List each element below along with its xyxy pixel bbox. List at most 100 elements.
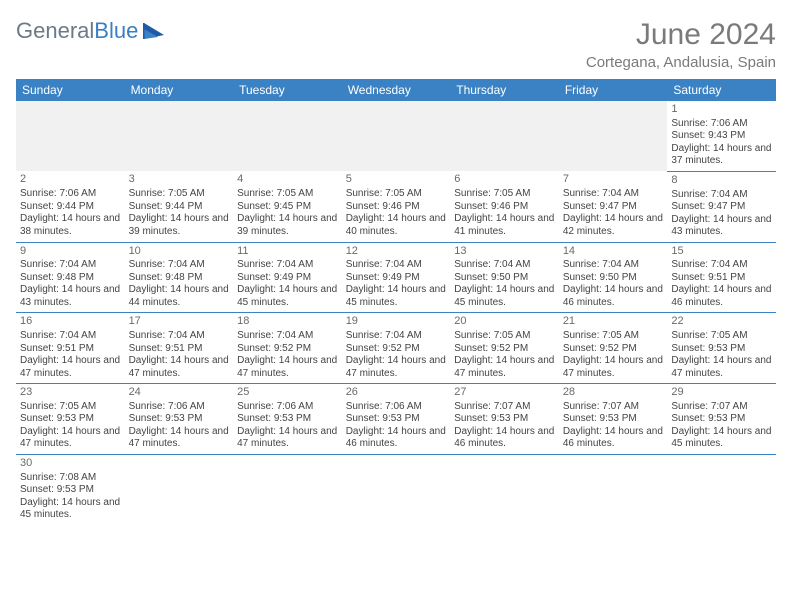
sunset-line: Sunset: 9:53 PM xyxy=(346,413,447,426)
sunrise-line: Sunrise: 7:07 AM xyxy=(671,401,772,414)
calendar-cell xyxy=(342,454,451,524)
sunrise-line: Sunrise: 7:05 AM xyxy=(454,330,555,343)
calendar-cell: 15Sunrise: 7:04 AMSunset: 9:51 PMDayligh… xyxy=(667,242,776,313)
sunset-line: Sunset: 9:52 PM xyxy=(454,343,555,356)
calendar-cell xyxy=(16,101,125,171)
calendar-cell: 23Sunrise: 7:05 AMSunset: 9:53 PMDayligh… xyxy=(16,384,125,455)
calendar-cell xyxy=(450,101,559,171)
brand-logo: GeneralBlue xyxy=(16,18,170,44)
sunrise-line: Sunrise: 7:04 AM xyxy=(671,259,772,272)
sunset-line: Sunset: 9:49 PM xyxy=(346,272,447,285)
calendar-cell: 20Sunrise: 7:05 AMSunset: 9:52 PMDayligh… xyxy=(450,313,559,384)
daylight-line: Daylight: 14 hours and 46 minutes. xyxy=(454,426,555,451)
calendar-cell: 19Sunrise: 7:04 AMSunset: 9:52 PMDayligh… xyxy=(342,313,451,384)
day-number: 7 xyxy=(563,173,664,187)
sunset-line: Sunset: 9:47 PM xyxy=(563,201,664,214)
day-number: 27 xyxy=(454,386,555,400)
sunset-line: Sunset: 9:51 PM xyxy=(20,343,121,356)
day-header: Friday xyxy=(559,79,668,101)
daylight-line: Daylight: 14 hours and 47 minutes. xyxy=(346,355,447,380)
sunrise-line: Sunrise: 7:04 AM xyxy=(237,330,338,343)
sunrise-line: Sunrise: 7:08 AM xyxy=(20,472,121,485)
day-number: 14 xyxy=(563,245,664,259)
calendar-cell: 27Sunrise: 7:07 AMSunset: 9:53 PMDayligh… xyxy=(450,384,559,455)
day-number: 8 xyxy=(671,174,772,188)
daylight-line: Daylight: 14 hours and 47 minutes. xyxy=(563,355,664,380)
day-number: 6 xyxy=(454,173,555,187)
daylight-line: Daylight: 14 hours and 46 minutes. xyxy=(563,426,664,451)
sunset-line: Sunset: 9:53 PM xyxy=(563,413,664,426)
calendar-cell: 4Sunrise: 7:05 AMSunset: 9:45 PMDaylight… xyxy=(233,171,342,242)
sunset-line: Sunset: 9:45 PM xyxy=(237,201,338,214)
calendar-cell: 25Sunrise: 7:06 AMSunset: 9:53 PMDayligh… xyxy=(233,384,342,455)
sunrise-line: Sunrise: 7:05 AM xyxy=(563,330,664,343)
sunrise-line: Sunrise: 7:04 AM xyxy=(346,330,447,343)
sunset-line: Sunset: 9:47 PM xyxy=(671,201,772,214)
header: GeneralBlue June 2024 Cortegana, Andalus… xyxy=(16,18,776,71)
day-number: 5 xyxy=(346,173,447,187)
daylight-line: Daylight: 14 hours and 45 minutes. xyxy=(671,426,772,451)
sunset-line: Sunset: 9:48 PM xyxy=(20,272,121,285)
day-number: 30 xyxy=(20,457,121,471)
sunset-line: Sunset: 9:52 PM xyxy=(346,343,447,356)
day-number: 18 xyxy=(237,315,338,329)
calendar-cell: 18Sunrise: 7:04 AMSunset: 9:52 PMDayligh… xyxy=(233,313,342,384)
calendar-cell: 26Sunrise: 7:06 AMSunset: 9:53 PMDayligh… xyxy=(342,384,451,455)
sunrise-line: Sunrise: 7:07 AM xyxy=(454,401,555,414)
sunset-line: Sunset: 9:44 PM xyxy=(129,201,230,214)
daylight-line: Daylight: 14 hours and 40 minutes. xyxy=(346,213,447,238)
sunset-line: Sunset: 9:46 PM xyxy=(454,201,555,214)
sunset-line: Sunset: 9:46 PM xyxy=(346,201,447,214)
calendar-cell xyxy=(233,101,342,171)
sunset-line: Sunset: 9:53 PM xyxy=(20,413,121,426)
calendar-cell xyxy=(342,101,451,171)
calendar-cell xyxy=(450,454,559,524)
sunset-line: Sunset: 9:48 PM xyxy=(129,272,230,285)
calendar-cell: 10Sunrise: 7:04 AMSunset: 9:48 PMDayligh… xyxy=(125,242,234,313)
sunrise-line: Sunrise: 7:06 AM xyxy=(671,118,772,131)
sunrise-line: Sunrise: 7:05 AM xyxy=(20,401,121,414)
daylight-line: Daylight: 14 hours and 38 minutes. xyxy=(20,213,121,238)
calendar-cell: 24Sunrise: 7:06 AMSunset: 9:53 PMDayligh… xyxy=(125,384,234,455)
calendar-cell: 29Sunrise: 7:07 AMSunset: 9:53 PMDayligh… xyxy=(667,384,776,455)
sunrise-line: Sunrise: 7:05 AM xyxy=(671,330,772,343)
calendar-cell: 7Sunrise: 7:04 AMSunset: 9:47 PMDaylight… xyxy=(559,171,668,242)
daylight-line: Daylight: 14 hours and 39 minutes. xyxy=(129,213,230,238)
daylight-line: Daylight: 14 hours and 42 minutes. xyxy=(563,213,664,238)
calendar-cell: 3Sunrise: 7:05 AMSunset: 9:44 PMDaylight… xyxy=(125,171,234,242)
day-number: 21 xyxy=(563,315,664,329)
calendar-cell: 14Sunrise: 7:04 AMSunset: 9:50 PMDayligh… xyxy=(559,242,668,313)
location: Cortegana, Andalusia, Spain xyxy=(586,54,776,71)
sunset-line: Sunset: 9:53 PM xyxy=(671,413,772,426)
day-header: Wednesday xyxy=(342,79,451,101)
calendar-cell: 8Sunrise: 7:04 AMSunset: 9:47 PMDaylight… xyxy=(667,171,776,242)
calendar-cell xyxy=(559,454,668,524)
sunset-line: Sunset: 9:51 PM xyxy=(671,272,772,285)
sunrise-line: Sunrise: 7:06 AM xyxy=(129,401,230,414)
sunrise-line: Sunrise: 7:04 AM xyxy=(563,188,664,201)
sunrise-line: Sunrise: 7:05 AM xyxy=(346,188,447,201)
day-number: 23 xyxy=(20,386,121,400)
day-number: 17 xyxy=(129,315,230,329)
day-number: 16 xyxy=(20,315,121,329)
day-number: 25 xyxy=(237,386,338,400)
calendar-cell: 12Sunrise: 7:04 AMSunset: 9:49 PMDayligh… xyxy=(342,242,451,313)
calendar-head: SundayMondayTuesdayWednesdayThursdayFrid… xyxy=(16,79,776,101)
sunset-line: Sunset: 9:53 PM xyxy=(237,413,338,426)
sunrise-line: Sunrise: 7:06 AM xyxy=(20,188,121,201)
day-number: 10 xyxy=(129,245,230,259)
calendar-cell: 1Sunrise: 7:06 AMSunset: 9:43 PMDaylight… xyxy=(667,101,776,171)
sunrise-line: Sunrise: 7:04 AM xyxy=(237,259,338,272)
calendar-row: 16Sunrise: 7:04 AMSunset: 9:51 PMDayligh… xyxy=(16,313,776,384)
sunset-line: Sunset: 9:50 PM xyxy=(563,272,664,285)
calendar-cell xyxy=(233,454,342,524)
daylight-line: Daylight: 14 hours and 45 minutes. xyxy=(237,284,338,309)
day-header: Monday xyxy=(125,79,234,101)
daylight-line: Daylight: 14 hours and 41 minutes. xyxy=(454,213,555,238)
daylight-line: Daylight: 14 hours and 47 minutes. xyxy=(129,426,230,451)
sunset-line: Sunset: 9:49 PM xyxy=(237,272,338,285)
day-number: 22 xyxy=(671,315,772,329)
calendar-cell: 17Sunrise: 7:04 AMSunset: 9:51 PMDayligh… xyxy=(125,313,234,384)
sunrise-line: Sunrise: 7:04 AM xyxy=(346,259,447,272)
daylight-line: Daylight: 14 hours and 47 minutes. xyxy=(20,355,121,380)
